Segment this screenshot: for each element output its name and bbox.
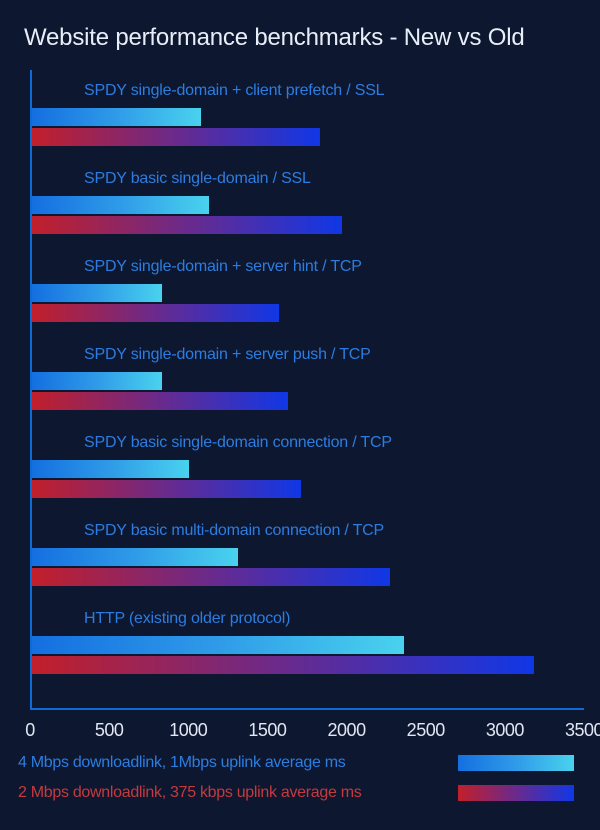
bar-s2 bbox=[32, 216, 342, 234]
bar-s2 bbox=[32, 656, 534, 674]
bar-group: SPDY single-domain + server push / TCP bbox=[32, 348, 584, 418]
x-tick: 0 bbox=[25, 720, 35, 741]
bar-s2 bbox=[32, 128, 320, 146]
bar-group-label: SPDY basic multi-domain connection / TCP bbox=[84, 522, 384, 540]
bar-s1 bbox=[32, 284, 162, 302]
bar-s2 bbox=[32, 304, 279, 322]
legend-swatch-s2 bbox=[458, 785, 574, 801]
bar-s1 bbox=[32, 372, 162, 390]
bar-s1 bbox=[32, 636, 404, 654]
bar-group: SPDY single-domain + client prefetch / S… bbox=[32, 84, 584, 154]
bar-s2 bbox=[32, 568, 390, 586]
bar-group-label: HTTP (existing older protocol) bbox=[84, 610, 290, 628]
page-root: Website performance benchmarks - New vs … bbox=[0, 0, 600, 830]
bar-s1 bbox=[32, 196, 209, 214]
legend-row: 2 Mbps downloadlink, 375 kbps uplink ave… bbox=[18, 778, 582, 808]
x-tick: 1000 bbox=[169, 720, 207, 741]
x-axis-ticks: 0500100015002000250030003500 bbox=[30, 710, 584, 740]
x-tick: 3500 bbox=[565, 720, 600, 741]
bar-s2 bbox=[32, 480, 301, 498]
bar-s1 bbox=[32, 460, 189, 478]
bar-group-label: SPDY single-domain + server hint / TCP bbox=[84, 258, 362, 276]
x-tick: 2500 bbox=[407, 720, 445, 741]
bar-s1 bbox=[32, 548, 238, 566]
bar-group-label: SPDY basic single-domain connection / TC… bbox=[84, 434, 392, 452]
bar-group: SPDY basic multi-domain connection / TCP bbox=[32, 524, 584, 594]
bar-group: HTTP (existing older protocol) bbox=[32, 612, 584, 682]
chart-title: Website performance benchmarks - New vs … bbox=[24, 24, 576, 52]
plot-area: SPDY single-domain + client prefetch / S… bbox=[30, 70, 584, 710]
bar-group-label: SPDY basic single-domain / SSL bbox=[84, 170, 311, 188]
legend-row: 4 Mbps downloadlink, 1Mbps uplink averag… bbox=[18, 748, 582, 778]
legend-label-s2: 2 Mbps downloadlink, 375 kbps uplink ave… bbox=[18, 784, 361, 802]
x-tick: 2000 bbox=[328, 720, 366, 741]
x-tick: 3000 bbox=[486, 720, 524, 741]
bar-group: SPDY basic single-domain / SSL bbox=[32, 172, 584, 242]
bar-s2 bbox=[32, 392, 288, 410]
legend-label-s1: 4 Mbps downloadlink, 1Mbps uplink averag… bbox=[18, 754, 345, 772]
legend-swatch-s1 bbox=[458, 755, 574, 771]
legend: 4 Mbps downloadlink, 1Mbps uplink averag… bbox=[18, 748, 582, 808]
bar-s1 bbox=[32, 108, 201, 126]
x-tick: 500 bbox=[95, 720, 124, 741]
bar-group-label: SPDY single-domain + server push / TCP bbox=[84, 346, 371, 364]
x-tick: 1500 bbox=[248, 720, 286, 741]
bar-group-label: SPDY single-domain + client prefetch / S… bbox=[84, 82, 384, 100]
chart-plot: SPDY single-domain + client prefetch / S… bbox=[24, 70, 584, 710]
bar-group: SPDY single-domain + server hint / TCP bbox=[32, 260, 584, 330]
bar-group: SPDY basic single-domain connection / TC… bbox=[32, 436, 584, 506]
